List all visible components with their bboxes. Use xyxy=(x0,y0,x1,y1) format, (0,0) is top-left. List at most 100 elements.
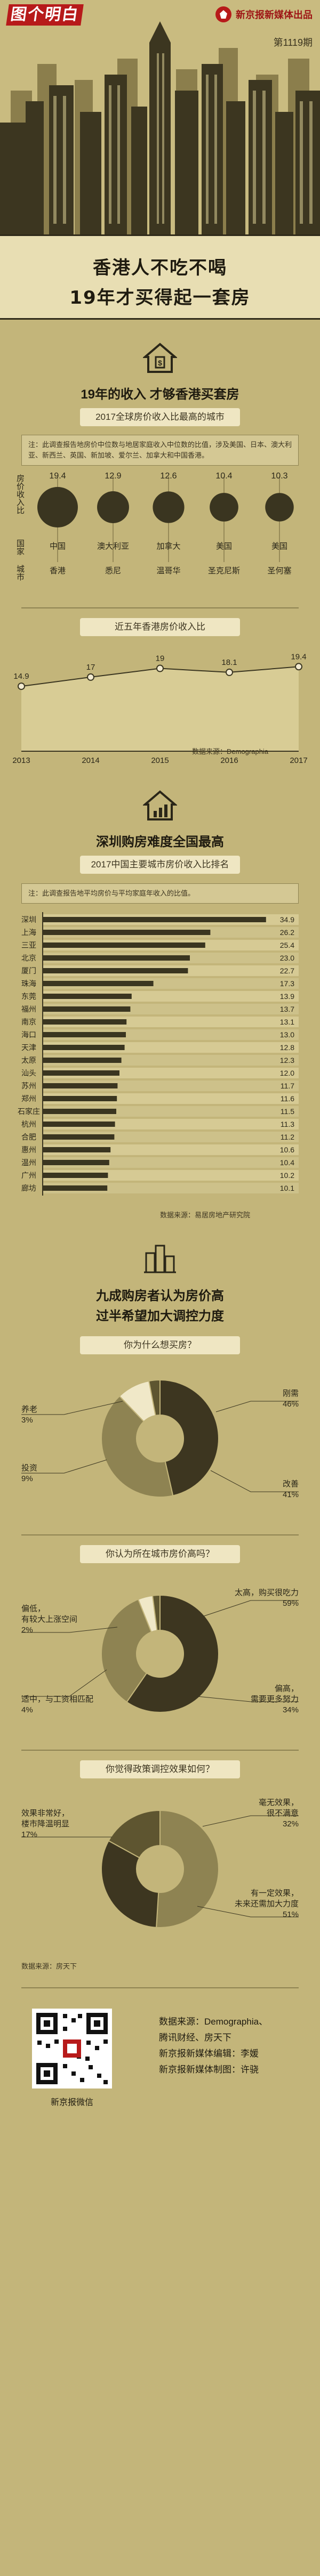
city-ratio-circle xyxy=(97,491,129,523)
headline-box: 香港人不吃不喝 19年才买得起一套房 xyxy=(0,234,320,320)
slice-name-label: 改善 xyxy=(283,1480,299,1489)
china-city-label: 广州 xyxy=(21,1171,36,1180)
china-value-label: 11.5 xyxy=(281,1107,294,1116)
china-bar xyxy=(43,981,154,986)
buildings-icon xyxy=(144,1245,176,1273)
city-ratio-circle xyxy=(37,487,78,527)
city-label: 悉尼 xyxy=(105,566,121,575)
china-value-label: 10.1 xyxy=(280,1184,294,1192)
hk-year-label: 2014 xyxy=(82,756,99,765)
donut-slice xyxy=(148,1379,161,1416)
country-label: 美国 xyxy=(271,542,287,551)
city-ratio-circle xyxy=(153,491,185,523)
question-3: 你觉得政策调控效果如何？ xyxy=(80,1760,240,1778)
china-value-label: 12.8 xyxy=(280,1043,294,1052)
china-value-label: 26.2 xyxy=(280,928,294,937)
question-1: 你为什么想买房？ xyxy=(80,1336,240,1354)
hk-point xyxy=(226,668,233,676)
china-ratio-chart: 深圳 34.9 上海 26.2 三亚 25.4 北京 23.0 厦门 22.7 珠海 17.3 东莞 13… xyxy=(18,912,299,1196)
china-value-label: 12.3 xyxy=(280,1056,294,1064)
city-ratio-label: 19.4 xyxy=(49,472,66,481)
china-bar xyxy=(43,1045,125,1050)
donut-slice xyxy=(101,1598,152,1703)
house-dollar-icon: $ xyxy=(143,343,177,373)
slice-value-label: 17% xyxy=(21,1830,37,1839)
leader-line xyxy=(210,1470,299,1492)
china-city-label: 太原 xyxy=(21,1056,36,1064)
qr-code-icon xyxy=(32,2009,112,2089)
hero-banner: 图个明白 新京报新媒体出品 第1119期 xyxy=(0,0,320,234)
china-bar xyxy=(43,1096,117,1101)
china-city-label: 珠海 xyxy=(21,979,36,988)
qr-caption: 新京报微信 xyxy=(50,2098,93,2107)
slice-name-label: 刚需 xyxy=(283,1389,299,1398)
china-city-label: 南京 xyxy=(21,1018,36,1026)
leader-line xyxy=(202,1600,299,1617)
section3-note: 注：此调查报告地平均房价与平均家庭年收入的比值。 xyxy=(21,883,299,904)
slice-name-label: 适中，与工资相匹配 xyxy=(21,1695,93,1704)
china-bar xyxy=(43,1134,115,1140)
hk-year-label: 2016 xyxy=(220,756,238,765)
divider xyxy=(21,607,299,608)
city-label: 香港 xyxy=(50,566,66,575)
city-ratio-circle xyxy=(210,493,238,522)
china-bar xyxy=(43,968,188,973)
slice-value-label: 34% xyxy=(283,1705,299,1714)
china-city-label: 石家庄 xyxy=(18,1107,40,1116)
donut-slice xyxy=(156,1809,219,1928)
city-row-label: 城市 xyxy=(15,565,25,581)
hk-year-label: 2015 xyxy=(151,756,169,765)
divider xyxy=(21,1534,299,1535)
china-city-label: 廊坊 xyxy=(21,1184,36,1192)
china-value-label: 11.3 xyxy=(281,1120,294,1128)
slice-name-label: 需要更多努力 xyxy=(251,1695,299,1704)
headline-line-2: 19年才买得起一套房 xyxy=(69,287,251,308)
city-ratio-label: 12.6 xyxy=(160,472,177,481)
country-label: 美国 xyxy=(216,542,232,551)
china-city-label: 厦门 xyxy=(21,966,36,975)
slice-name-label: 未来还需加大力度 xyxy=(235,1899,299,1908)
section4-source: 数据来源：房天下 xyxy=(21,1962,77,1970)
china-bar xyxy=(43,1185,108,1191)
china-bar xyxy=(43,1160,109,1165)
china-bar xyxy=(43,1109,116,1114)
china-city-label: 温州 xyxy=(21,1158,36,1167)
hk-year-label: 2017 xyxy=(290,756,307,765)
leader-line xyxy=(21,1669,107,1697)
slice-name-label: 投资 xyxy=(21,1464,37,1473)
china-city-label: 汕头 xyxy=(21,1069,36,1077)
country-row-label: 国家 xyxy=(15,539,25,555)
section4-title-2: 过半希望加大调控力度 xyxy=(96,1309,224,1323)
footer-line-1: 数据来源：Demographia、 xyxy=(159,2017,268,2027)
city-label: 圣克尼斯 xyxy=(208,566,240,575)
leader-line xyxy=(21,1401,123,1415)
leader-line xyxy=(197,1906,299,1917)
slice-name-label: 楼市降温明显 xyxy=(21,1819,69,1829)
ratio-row-label: 房价收入比 xyxy=(15,474,25,514)
china-city-label: 天津 xyxy=(21,1043,36,1052)
china-value-label: 13.9 xyxy=(280,992,294,1001)
china-value-label: 22.7 xyxy=(280,966,294,975)
china-city-label: 杭州 xyxy=(21,1120,36,1128)
china-bar xyxy=(43,1006,131,1012)
china-bar xyxy=(43,1070,119,1076)
china-city-label: 深圳 xyxy=(21,915,36,924)
china-value-label: 10.6 xyxy=(280,1145,294,1154)
slice-value-label: 4% xyxy=(21,1705,33,1714)
china-city-label: 合肥 xyxy=(21,1133,36,1141)
section1-title: 19年的收入 才够香港买套房 xyxy=(81,387,239,402)
donut-slice xyxy=(101,1395,174,1498)
publisher: 新京报新媒体出品 xyxy=(215,6,313,22)
city-label: 温哥华 xyxy=(156,566,180,575)
china-value-label: 10.4 xyxy=(280,1158,294,1167)
section3-subtitle: 2017中国主要城市房价收入比排名 xyxy=(80,856,240,874)
china-value-label: 34.9 xyxy=(280,915,294,924)
brand-logo: 图个明白 xyxy=(6,4,84,26)
country-label: 中国 xyxy=(50,542,66,551)
footer-line-4: 新京报新媒体制图：许骁 xyxy=(159,2065,259,2075)
hk-point xyxy=(18,682,25,690)
china-city-label: 海口 xyxy=(21,1030,36,1039)
